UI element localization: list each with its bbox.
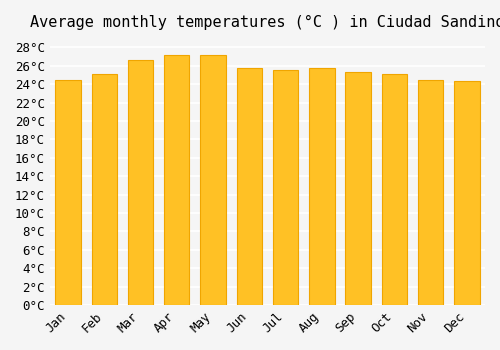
- Bar: [346, 72, 371, 305]
- Bar: [200, 55, 226, 305]
- Bar: [382, 74, 407, 305]
- Bar: [418, 79, 444, 305]
- Title: Average monthly temperatures (°C ) in Ciudad Sandino: Average monthly temperatures (°C ) in Ci…: [30, 15, 500, 30]
- Bar: [164, 55, 190, 305]
- Bar: [92, 74, 117, 305]
- Bar: [128, 60, 153, 305]
- Bar: [454, 82, 479, 305]
- Bar: [56, 80, 80, 305]
- Bar: [309, 68, 334, 305]
- Bar: [236, 68, 262, 305]
- Bar: [273, 70, 298, 305]
